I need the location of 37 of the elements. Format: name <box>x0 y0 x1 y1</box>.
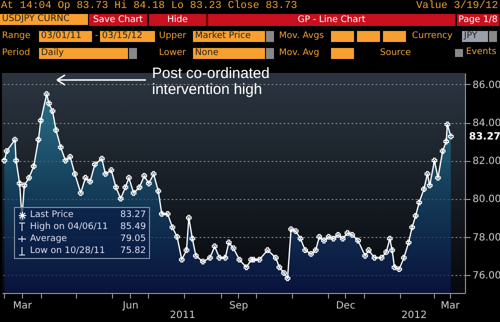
x-tick-label: Sep <box>229 300 248 312</box>
x-tick-label: Mar <box>13 300 33 312</box>
text: None <box>193 48 265 59</box>
text: Events <box>466 47 496 58</box>
x-tick-label: Dec <box>336 300 356 312</box>
text: Upper <box>159 31 186 42</box>
text: Page 1/8 <box>457 14 500 26</box>
text: Currency <box>412 31 453 42</box>
text: 83.27 <box>120 210 146 220</box>
text: Market Price <box>193 31 265 42</box>
x-tick-label: Mar <box>440 300 461 312</box>
text: Mov. Avg <box>279 48 320 59</box>
text: Mov. Avgs <box>279 31 324 42</box>
text: USDJPY CURNC <box>0 14 88 25</box>
legend-label: Last Price <box>30 210 75 220</box>
text: Save Chart <box>89 14 148 26</box>
text: 2012 <box>401 310 427 321</box>
text: Range <box>2 31 31 42</box>
text: JPY <box>462 31 488 42</box>
text: GP - Line Chart <box>208 14 456 26</box>
text: 2011 <box>170 310 196 321</box>
text: Period <box>2 48 30 59</box>
text: Lower <box>159 48 186 59</box>
text: Daily <box>39 48 128 59</box>
text: Average 79.05 <box>30 234 146 244</box>
data-label: 83.27 <box>469 131 500 142</box>
annotation: Post co-ordinated intervention high <box>152 65 270 98</box>
x-tick-label: Jun <box>122 300 138 312</box>
text: - <box>95 31 98 42</box>
text: Source <box>380 48 411 59</box>
chart-subtitle: Value 3/19/12 <box>416 0 498 12</box>
text: Hide <box>149 14 207 26</box>
text: 03/01/11 <box>39 31 92 42</box>
text: 03/15/12 <box>100 31 155 42</box>
text: High on 04/06/11 85.49 <box>30 222 146 232</box>
text: Low on 10/28/11 75.82 <box>30 246 146 256</box>
chart-title: At 14:04 Op 83.73 Hi 84.18 Lo 83.23 Close 83.73 <box>1 0 298 12</box>
